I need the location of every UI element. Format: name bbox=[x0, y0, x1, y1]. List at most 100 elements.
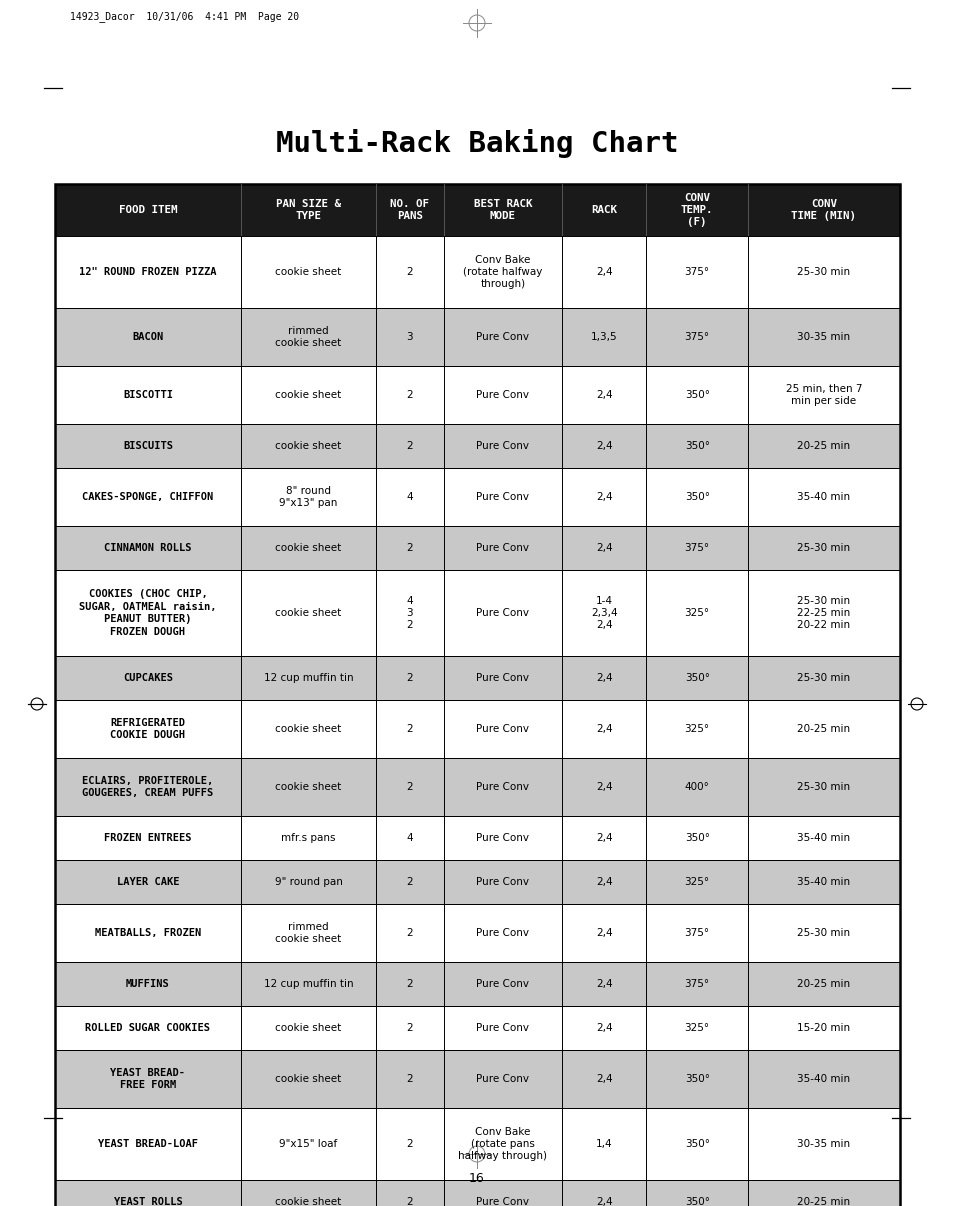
Text: COOKIES (CHOC CHIP,
SUGAR, OATMEAL raisin,
PEANUT BUTTER)
FROZEN DOUGH: COOKIES (CHOC CHIP, SUGAR, OATMEAL raisi… bbox=[79, 590, 216, 637]
Text: 2,4: 2,4 bbox=[596, 833, 612, 843]
Text: 2,4: 2,4 bbox=[596, 673, 612, 683]
Text: 35-40 min: 35-40 min bbox=[797, 492, 850, 502]
Text: 2: 2 bbox=[406, 1138, 413, 1149]
Text: Conv Bake
(rotate pans
halfway through): Conv Bake (rotate pans halfway through) bbox=[457, 1126, 547, 1161]
Text: 2,4: 2,4 bbox=[596, 1198, 612, 1206]
Text: 2: 2 bbox=[406, 673, 413, 683]
Text: BEST RACK
MODE: BEST RACK MODE bbox=[473, 199, 532, 221]
Bar bbox=[55, 526, 899, 570]
Text: 35-40 min: 35-40 min bbox=[797, 833, 850, 843]
Text: 25-30 min: 25-30 min bbox=[797, 267, 850, 277]
Text: cookie sheet: cookie sheet bbox=[275, 608, 341, 617]
Text: cookie sheet: cookie sheet bbox=[275, 441, 341, 451]
Bar bbox=[55, 656, 899, 699]
Text: ROLLED SUGAR COOKIES: ROLLED SUGAR COOKIES bbox=[86, 1023, 211, 1034]
Text: MUFFINS: MUFFINS bbox=[126, 979, 170, 989]
Text: rimmed
cookie sheet: rimmed cookie sheet bbox=[275, 921, 341, 944]
Text: cookie sheet: cookie sheet bbox=[275, 1198, 341, 1206]
Text: 20-25 min: 20-25 min bbox=[797, 1198, 850, 1206]
Text: 16: 16 bbox=[469, 1171, 484, 1184]
Text: 375°: 375° bbox=[684, 927, 709, 938]
Text: 2,4: 2,4 bbox=[596, 267, 612, 277]
Text: 2,4: 2,4 bbox=[596, 441, 612, 451]
Text: YEAST BREAD-
FREE FORM: YEAST BREAD- FREE FORM bbox=[111, 1067, 185, 1090]
Text: 3: 3 bbox=[406, 332, 413, 343]
Text: 12 cup muffin tin: 12 cup muffin tin bbox=[263, 673, 353, 683]
Text: 2,4: 2,4 bbox=[596, 724, 612, 734]
Text: 350°: 350° bbox=[684, 1198, 709, 1206]
Text: Pure Conv: Pure Conv bbox=[476, 543, 529, 554]
Text: NO. OF
PANS: NO. OF PANS bbox=[390, 199, 429, 221]
Text: CUPCAKES: CUPCAKES bbox=[123, 673, 172, 683]
Text: 2,4: 2,4 bbox=[596, 877, 612, 886]
Text: Pure Conv: Pure Conv bbox=[476, 724, 529, 734]
Text: Pure Conv: Pure Conv bbox=[476, 1023, 529, 1034]
Text: FROZEN ENTREES: FROZEN ENTREES bbox=[104, 833, 192, 843]
Text: 2,4: 2,4 bbox=[596, 390, 612, 400]
Text: 25 min, then 7
min per side: 25 min, then 7 min per side bbox=[785, 384, 862, 406]
Text: YEAST ROLLS: YEAST ROLLS bbox=[113, 1198, 182, 1206]
Text: 350°: 350° bbox=[684, 1138, 709, 1149]
Text: rimmed
cookie sheet: rimmed cookie sheet bbox=[275, 326, 341, 349]
Text: 2: 2 bbox=[406, 1198, 413, 1206]
Text: RACK: RACK bbox=[591, 205, 617, 215]
Bar bbox=[55, 699, 899, 759]
Text: 350°: 350° bbox=[684, 833, 709, 843]
Text: 1-4
2,3,4
2,4: 1-4 2,3,4 2,4 bbox=[590, 596, 617, 631]
Bar bbox=[55, 962, 899, 1006]
Text: CONV
TIME (MIN): CONV TIME (MIN) bbox=[791, 199, 856, 221]
Text: Pure Conv: Pure Conv bbox=[476, 492, 529, 502]
Text: Pure Conv: Pure Conv bbox=[476, 979, 529, 989]
Text: 4: 4 bbox=[406, 833, 413, 843]
Text: MEATBALLS, FROZEN: MEATBALLS, FROZEN bbox=[94, 927, 201, 938]
Text: Pure Conv: Pure Conv bbox=[476, 833, 529, 843]
Bar bbox=[55, 468, 899, 526]
Text: 25-30 min: 25-30 min bbox=[797, 781, 850, 792]
Text: cookie sheet: cookie sheet bbox=[275, 724, 341, 734]
Text: 2,4: 2,4 bbox=[596, 979, 612, 989]
Bar bbox=[55, 1006, 899, 1050]
Bar bbox=[55, 365, 899, 425]
Text: Pure Conv: Pure Conv bbox=[476, 1198, 529, 1206]
Text: 9"x15" loaf: 9"x15" loaf bbox=[279, 1138, 337, 1149]
Text: 12" ROUND FROZEN PIZZA: 12" ROUND FROZEN PIZZA bbox=[79, 267, 216, 277]
Bar bbox=[55, 1108, 899, 1179]
Text: BACON: BACON bbox=[132, 332, 163, 343]
Text: 375°: 375° bbox=[684, 332, 709, 343]
Text: Pure Conv: Pure Conv bbox=[476, 1075, 529, 1084]
Text: 15-20 min: 15-20 min bbox=[797, 1023, 850, 1034]
Text: 4
3
2: 4 3 2 bbox=[406, 596, 413, 631]
Text: 325°: 325° bbox=[684, 1023, 709, 1034]
Text: 2: 2 bbox=[406, 927, 413, 938]
Text: 325°: 325° bbox=[684, 608, 709, 617]
Bar bbox=[55, 1179, 899, 1206]
Bar bbox=[55, 185, 899, 1206]
Text: 2,4: 2,4 bbox=[596, 492, 612, 502]
Text: mfr.s pans: mfr.s pans bbox=[281, 833, 335, 843]
Text: 35-40 min: 35-40 min bbox=[797, 877, 850, 886]
Text: 25-30 min: 25-30 min bbox=[797, 543, 850, 554]
Text: 375°: 375° bbox=[684, 543, 709, 554]
Text: cookie sheet: cookie sheet bbox=[275, 1075, 341, 1084]
Text: 20-25 min: 20-25 min bbox=[797, 724, 850, 734]
Bar bbox=[55, 860, 899, 904]
Text: 2,4: 2,4 bbox=[596, 781, 612, 792]
Text: YEAST BREAD-LOAF: YEAST BREAD-LOAF bbox=[98, 1138, 197, 1149]
Text: 350°: 350° bbox=[684, 673, 709, 683]
Bar bbox=[55, 759, 899, 816]
Text: 1,3,5: 1,3,5 bbox=[590, 332, 617, 343]
Text: 12 cup muffin tin: 12 cup muffin tin bbox=[263, 979, 353, 989]
Text: Pure Conv: Pure Conv bbox=[476, 441, 529, 451]
Bar bbox=[55, 816, 899, 860]
Text: 2: 2 bbox=[406, 1075, 413, 1084]
Text: 375°: 375° bbox=[684, 267, 709, 277]
Bar bbox=[55, 425, 899, 468]
Text: 2,4: 2,4 bbox=[596, 1023, 612, 1034]
Text: cookie sheet: cookie sheet bbox=[275, 543, 341, 554]
Text: 2,4: 2,4 bbox=[596, 1075, 612, 1084]
Text: 25-30 min
22-25 min
20-22 min: 25-30 min 22-25 min 20-22 min bbox=[797, 596, 850, 631]
Text: 9" round pan: 9" round pan bbox=[274, 877, 342, 886]
Text: Pure Conv: Pure Conv bbox=[476, 390, 529, 400]
Text: 2: 2 bbox=[406, 1023, 413, 1034]
Text: LAYER CAKE: LAYER CAKE bbox=[116, 877, 179, 886]
